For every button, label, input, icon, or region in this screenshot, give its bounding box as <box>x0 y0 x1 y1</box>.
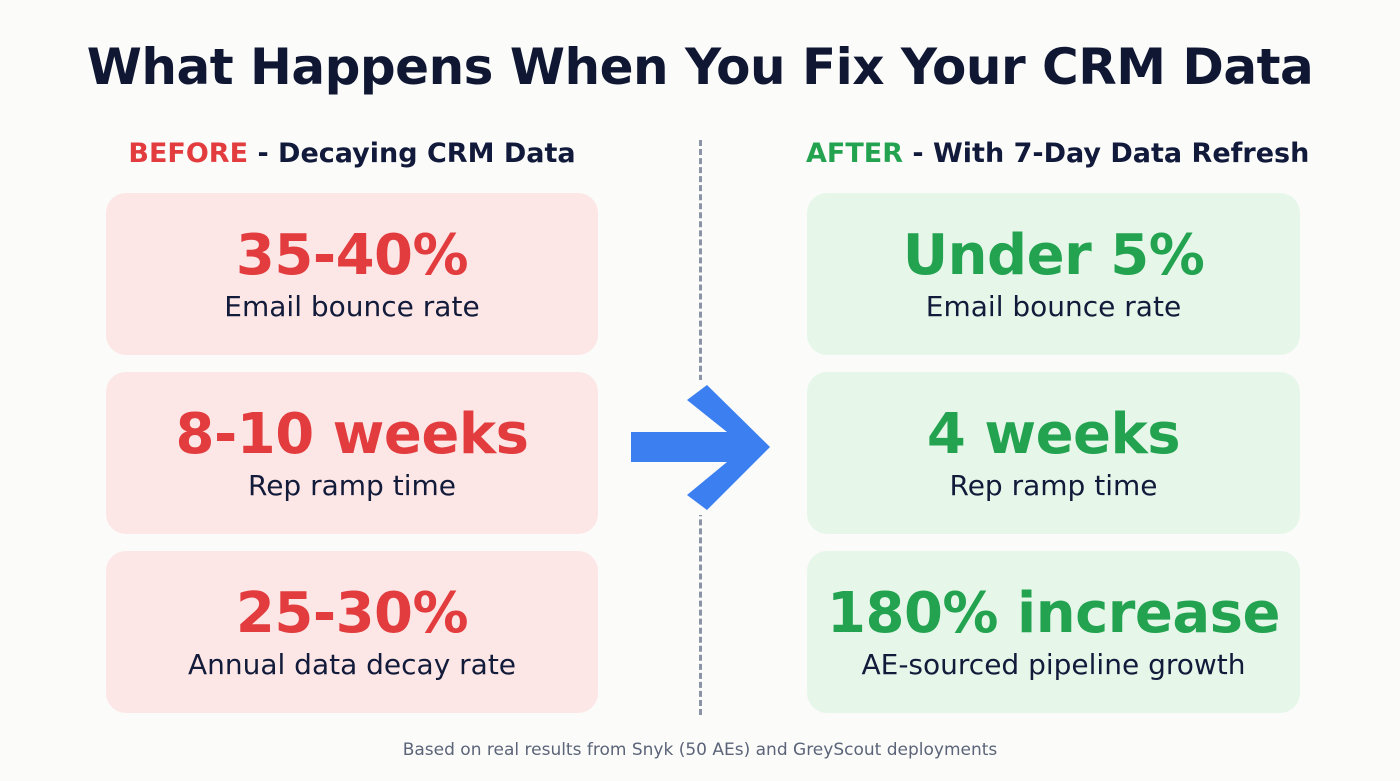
stat-label: AE-sourced pipeline growth <box>861 648 1246 682</box>
arrow-right-icon <box>625 380 775 515</box>
after-heading: AFTER - With 7-Day Data Refresh <box>806 138 1309 169</box>
page-title: What Happens When You Fix Your CRM Data <box>86 38 1314 96</box>
after-heading-text: - With 7-Day Data Refresh <box>903 138 1310 169</box>
before-card-decay: 25-30% Annual data decay rate <box>106 551 598 713</box>
before-label: BEFORE <box>128 138 249 169</box>
before-heading: BEFORE - Decaying CRM Data <box>106 138 598 169</box>
stat-value: 4 weeks <box>926 401 1181 467</box>
stat-label: Rep ramp time <box>248 469 456 503</box>
stat-label: Email bounce rate <box>925 290 1182 324</box>
before-card-ramp: 8-10 weeks Rep ramp time <box>106 372 598 534</box>
stat-label: Rep ramp time <box>949 469 1158 503</box>
stat-value: 180% increase <box>827 580 1280 646</box>
footer-note: Based on real results from Snyk (50 AEs)… <box>402 740 998 760</box>
before-heading-text: - Decaying CRM Data <box>248 138 576 169</box>
stat-label: Annual data decay rate <box>187 648 517 682</box>
stat-value: 8-10 weeks <box>175 401 529 467</box>
after-card-pipeline: 180% increase AE-sourced pipeline growth <box>807 551 1300 713</box>
after-card-bounce: Under 5% Email bounce rate <box>807 193 1300 355</box>
stat-value: Under 5% <box>902 222 1205 288</box>
after-card-ramp: 4 weeks Rep ramp time <box>807 372 1300 534</box>
before-card-bounce: 35-40% Email bounce rate <box>106 193 598 355</box>
stat-value: 25-30% <box>235 580 469 646</box>
stat-label: Email bounce rate <box>224 290 480 324</box>
after-label: AFTER <box>806 138 903 169</box>
stat-value: 35-40% <box>235 222 469 288</box>
